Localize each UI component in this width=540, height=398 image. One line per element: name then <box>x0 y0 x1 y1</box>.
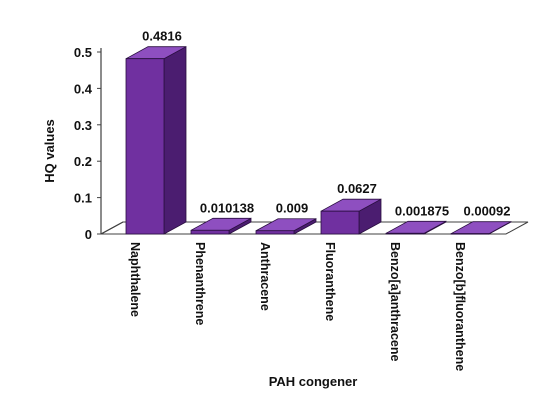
y-tick-label: 0.2 <box>74 154 92 169</box>
data-label: 0.001875 <box>395 203 449 218</box>
data-label: 0.009 <box>276 201 309 216</box>
category-label: Phenanthrene <box>193 242 207 325</box>
bar-phenanthrene <box>190 217 252 235</box>
y-axis-title: HQ values <box>42 119 57 183</box>
y-tick-labels: 0 0.1 0.2 0.3 0.4 0.5 <box>74 45 93 242</box>
bar-fluoranthene <box>320 198 382 235</box>
bar-benzo-b-fluoranthene <box>450 220 512 235</box>
chart-axes <box>97 48 124 235</box>
bar-front <box>450 233 490 235</box>
category-label: Fluoranthene <box>323 242 337 321</box>
bar-side <box>163 46 187 235</box>
bar-anthracene <box>255 218 317 235</box>
bar-front <box>190 229 230 235</box>
bar-front <box>320 210 360 235</box>
bar-naphthalene <box>125 46 187 235</box>
y-tick-label: 0 <box>85 227 92 242</box>
bar-front <box>125 58 165 235</box>
bars <box>125 46 512 235</box>
data-label: 0.010138 <box>200 200 254 215</box>
bar-benzo-a-anthracene <box>385 220 447 235</box>
data-label: 0.0627 <box>337 181 377 196</box>
depth-axis-line <box>100 221 124 235</box>
y-tick-label: 0.4 <box>74 81 93 96</box>
bar-front <box>385 232 425 235</box>
category-label: Benzo[a]anthracene <box>388 242 402 362</box>
y-tick-label: 0.5 <box>74 45 92 60</box>
y-tick-label: 0.1 <box>74 191 92 206</box>
category-label: Anthracene <box>258 242 272 311</box>
data-labels: 0.4816 0.010138 0.009 0.0627 0.001875 0.00092 <box>142 29 510 219</box>
x-axis-title: PAH congener <box>269 374 358 389</box>
category-label: Naphthalene <box>128 242 142 317</box>
category-label: Benzo[b]fluoranthene <box>453 242 467 371</box>
data-label: 0.4816 <box>142 29 182 44</box>
bar-front <box>255 230 295 235</box>
category-labels: Naphthalene Phenanthrene Anthracene Fluoran… <box>128 242 467 371</box>
data-label: 0.00092 <box>464 204 511 219</box>
y-tick-label: 0.3 <box>74 118 92 133</box>
